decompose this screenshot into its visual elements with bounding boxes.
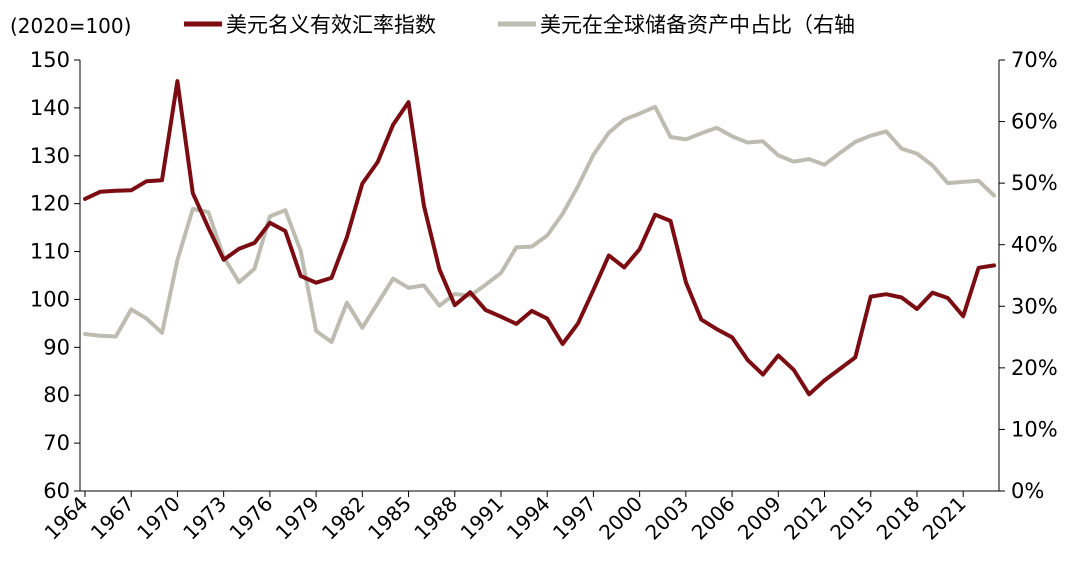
right-axis-ticks: 0% 10% 20% 30% 40% 50% 60% 70% [999, 48, 1058, 503]
left-tick-label: 140 [30, 96, 70, 120]
legend: 美元名义有效汇率指数 美元在全球储备资产中占比（右轴 [184, 13, 855, 37]
left-tick-label: 130 [30, 144, 70, 168]
right-tick-label: 20% [1011, 356, 1058, 380]
x-tick-label: 1991 [456, 492, 509, 545]
right-tick-label: 40% [1011, 233, 1058, 257]
x-tick-label: 2006 [687, 492, 740, 545]
x-tick-label: 1976 [224, 492, 277, 545]
left-tick-label: 90 [43, 335, 70, 359]
left-axis-unit-label: (2020=100) [10, 14, 131, 38]
x-tick-label: 1979 [271, 492, 324, 545]
x-axis-ticks: 1964196719701973197619791982198519881991… [40, 491, 971, 545]
x-tick-label: 1967 [86, 492, 139, 545]
left-axis-ticks: 60 70 80 90 100 110 120 130 140 150 [30, 48, 80, 503]
left-tick-label: 120 [30, 192, 70, 216]
x-tick-label: 2012 [779, 492, 832, 545]
legend-label-reserve-share: 美元在全球储备资产中占比（右轴 [540, 13, 855, 37]
right-tick-label: 30% [1011, 294, 1058, 318]
right-tick-label: 50% [1011, 171, 1058, 195]
series-layer [83, 79, 996, 397]
x-tick-label: 1982 [317, 492, 370, 545]
x-tick-label: 2000 [594, 492, 647, 545]
left-tick-label: 70 [43, 431, 70, 455]
right-tick-label: 10% [1011, 417, 1058, 441]
x-tick-label: 1973 [178, 492, 231, 545]
x-tick-label: 1997 [548, 492, 601, 545]
right-tick-label: 70% [1011, 48, 1058, 72]
plot-area: 60 70 80 90 100 110 120 130 140 150 0% 10% 20% 30% 40… [30, 48, 1058, 545]
x-tick-label: 1985 [363, 492, 416, 545]
x-tick-label: 2015 [825, 492, 878, 545]
right-tick-label: 60% [1011, 110, 1058, 134]
x-tick-label: 2009 [733, 492, 786, 545]
series-line-reserve-share [83, 104, 996, 344]
x-tick-label: 2003 [640, 492, 693, 545]
x-tick-label: 1994 [502, 492, 555, 545]
legend-label-exchange-rate: 美元名义有效汇率指数 [226, 13, 436, 37]
x-tick-label: 2018 [872, 492, 925, 545]
left-tick-label: 100 [30, 287, 70, 311]
right-tick-label: 0% [1011, 479, 1044, 503]
x-tick-label: 1970 [132, 492, 185, 545]
left-tick-label: 110 [30, 240, 70, 264]
series-line-exchange-rate [83, 79, 996, 397]
x-tick-label: 1988 [409, 492, 462, 545]
left-tick-label: 80 [43, 383, 70, 407]
left-tick-label: 60 [43, 479, 70, 503]
left-tick-label: 150 [30, 48, 70, 72]
x-tick-label: 2021 [918, 492, 971, 545]
